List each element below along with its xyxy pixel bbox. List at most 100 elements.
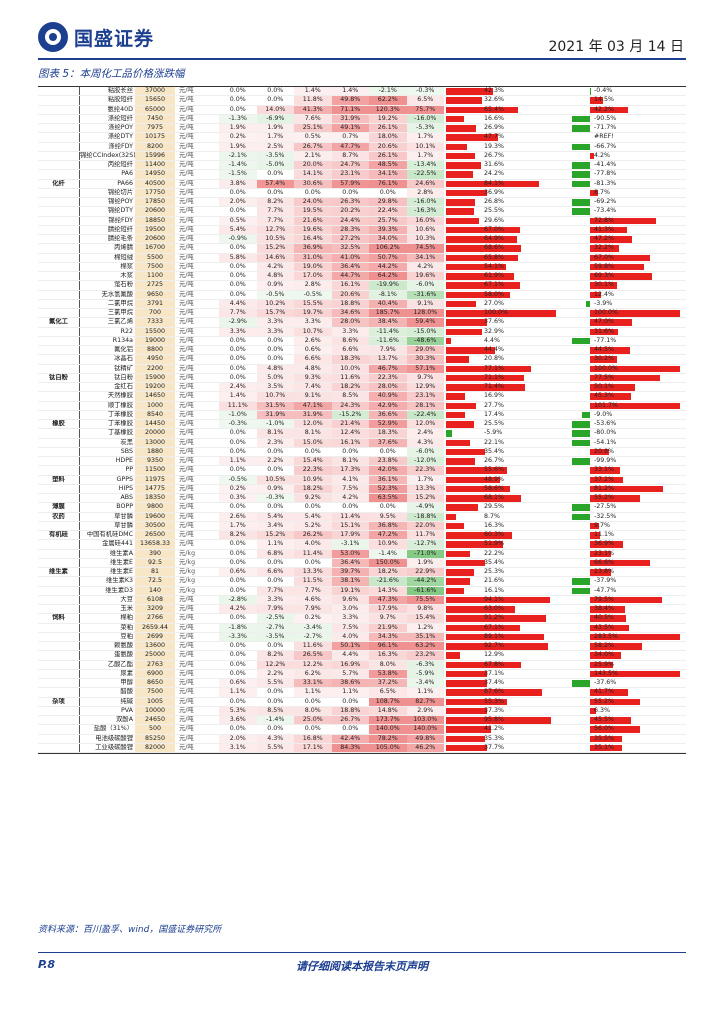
unit-cell: 元/吨 (179, 651, 194, 659)
pct-change-cell: 4.6% (294, 595, 332, 604)
table-row: 腈纶短纤 19500 元/吨 5.4% 12.7% 19.6% 28.3% 39.3% 10.6… (38, 225, 686, 235)
percentile2-label: -73.4% (594, 207, 617, 215)
category-cell (38, 743, 80, 752)
unit-cell: 元/吨 (179, 438, 194, 446)
pct-change-cell: 13.3% (406, 484, 444, 493)
percentile-bar (446, 356, 469, 363)
pct-change-cell: 9.3% (294, 373, 332, 382)
table-row: 三氯甲烷 700 元/吨 7.7% 15.7% 19.7% 34.6% 185.7% 128.0… (38, 309, 686, 319)
pct-change-cell: -1.8% (219, 623, 257, 632)
pct-change-cell: 41.0% (331, 253, 369, 262)
product-name: 顺丁橡胶 (107, 401, 133, 409)
pct-change-cell: 3.3% (219, 327, 257, 336)
product-name: 无水氢氟酸 (101, 290, 133, 298)
category-cell (38, 688, 80, 697)
category-cell (38, 281, 80, 290)
product-name: 维生素E (110, 558, 133, 566)
percentile-bar-cell: 29.5% (444, 503, 572, 511)
product-name: 涤纶DTY (107, 133, 133, 141)
percentile-label: 25.5% (484, 207, 505, 215)
percentile-bar (446, 430, 453, 437)
percentile2-bar-cell: 143.5% (572, 670, 686, 678)
price-cell: 700 (135, 309, 175, 318)
percentile2-label: 30.2% (594, 355, 615, 363)
table-row: 杂项 纯碱 1005 元/吨 0.0% 0.0% 0.0% 0.0% 108.7% 82.7% 55… (38, 697, 686, 707)
pct-change-cell: 2.0% (219, 198, 257, 207)
pct-change-cell: 1.7% (219, 521, 257, 530)
pct-change-cell: 11.6% (331, 373, 369, 382)
pct-change-cell: 15.4% (406, 614, 444, 623)
percentile2-label: -80.0% (594, 429, 617, 437)
product-name: 菜粕 (120, 623, 133, 631)
unit-cell: 元/吨 (179, 614, 194, 622)
percentile2-label: 67.0% (594, 253, 615, 261)
percentile2-label: -0.4% (594, 87, 613, 94)
pct-change-cell: 12.0% (294, 420, 332, 429)
percentile2-label: 58.2% (594, 642, 615, 649)
pct-change-cell: 50.1% (331, 642, 369, 651)
category-cell (38, 401, 80, 410)
percentile2-bar (590, 319, 633, 326)
percentile-label: 31.6% (484, 161, 505, 168)
percentile-label: 16.1% (484, 586, 505, 594)
percentile-bar-cell: 17.4% (444, 411, 572, 419)
pct-change-cell: -8.1% (369, 290, 407, 299)
pct-change-cell: 4.8% (256, 272, 294, 281)
pct-change-cell: 7.9% (256, 605, 294, 614)
unit-cell: 元/kg (179, 549, 196, 557)
pct-change-cell: 10.9% (294, 475, 332, 484)
pct-change-cell: 9.7% (369, 614, 407, 623)
unit-cell: 元/吨 (179, 475, 194, 483)
pct-change-cell: 31.9% (256, 410, 294, 419)
pct-change-cell: -0.9% (219, 235, 257, 244)
percentile-label: 41.2% (484, 725, 505, 733)
pct-change-cell: 20.0% (294, 161, 332, 170)
percentile2-bar-cell: -37.6% (572, 679, 686, 687)
percentile2-label: 30.1% (594, 281, 615, 289)
percentile-bar (446, 439, 471, 446)
product-name: 玉米 (120, 605, 133, 612)
product-name: 三氯乙烯 (107, 318, 133, 326)
percentile2-label: -99.9% (594, 457, 617, 464)
percentile-bar (446, 189, 487, 197)
pct-change-cell: 3.3% (256, 327, 294, 336)
percentile-bar-cell: 60.3% (444, 531, 572, 539)
percentile2-bar-cell: 31.6% (572, 328, 686, 336)
percentile2-bar (572, 439, 590, 446)
pct-change-cell: 47.2% (369, 531, 407, 540)
percentile2-label: 77.5% (594, 373, 615, 381)
percentile-bar (446, 393, 465, 400)
percentile2-bar-cell: 77.5% (572, 374, 686, 382)
product-name: R22 (120, 327, 133, 335)
percentile2-bar-cell: -41.4% (572, 161, 686, 169)
percentile-bar (446, 522, 464, 530)
percentile2-bar-cell: 14.5% (572, 96, 686, 104)
unit-cell: 元/吨 (179, 272, 194, 279)
price-cell: 2200 (135, 364, 175, 373)
category-cell (38, 253, 80, 262)
pct-change-cell: 0.0% (304, 725, 321, 733)
percentile-bar-cell: 84.1% (444, 180, 572, 188)
pct-change-cell: 25.7% (369, 216, 407, 225)
percentile-bar (446, 328, 483, 335)
category-cell: 薄膜 (38, 503, 80, 512)
table-row: 涤纶POY 7975 元/吨 1.9% 1.9% 25.1% 49.1% 26.1% -5.3%… (38, 124, 686, 134)
pct-change-cell: 3.3% (331, 327, 369, 336)
percentile-bar-cell: 35.4% (444, 559, 572, 567)
category-cell (38, 327, 80, 336)
pct-change-cell: 1.4% (219, 392, 257, 401)
percentile-bar-cell: 35.4% (444, 448, 572, 456)
pct-change-cell: 0.0% (229, 244, 246, 252)
pct-change-cell: -1.0% (256, 420, 294, 429)
percentile2-bar (590, 717, 631, 724)
pct-change-cell: 3.5% (256, 383, 294, 392)
pct-change-cell: 0.0% (229, 447, 246, 455)
pct-change-cell: -2.8% (219, 595, 257, 604)
category-cell (38, 170, 80, 179)
pct-change-cell: 1.7% (406, 151, 444, 160)
pct-change-cell: 105.0% (369, 743, 407, 752)
table-row: R22 15500 元/吨 3.3% 3.3% 10.7% 3.3% -11.4% -15.0%… (38, 327, 686, 337)
pct-change-cell: 53.0% (331, 549, 369, 558)
product-name: 腈纶短纤 (107, 225, 133, 233)
percentile2-bar-cell: -71.7% (572, 124, 686, 132)
